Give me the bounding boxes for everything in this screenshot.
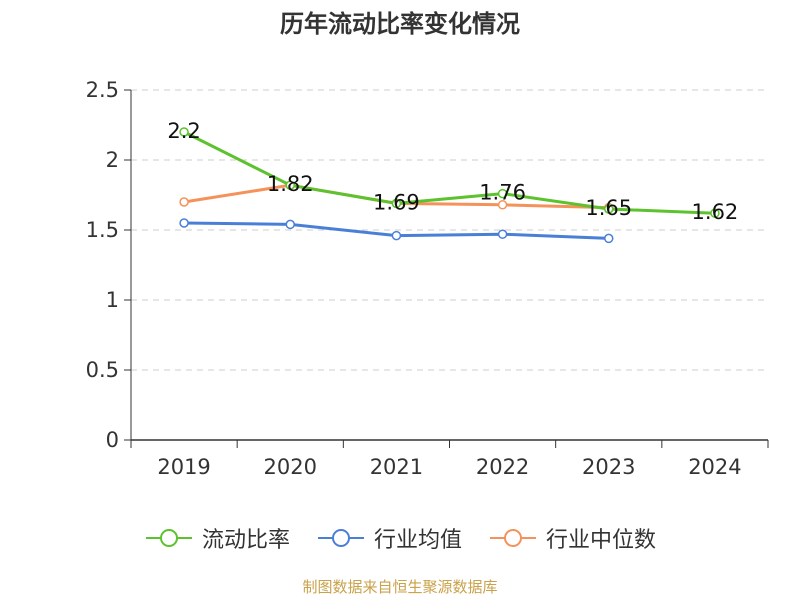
series-line-0 <box>183 130 715 215</box>
data-label: 1.82 <box>267 172 314 196</box>
data-point-0 <box>497 188 508 199</box>
data-point-0 <box>710 208 720 218</box>
data-point-1 <box>497 229 508 239</box>
legend-item-industry-average[interactable]: 行业均值 <box>316 522 462 554</box>
data-source-note: 制图数据来自恒生聚源数据库 <box>302 578 498 596</box>
x-tick-label: 2019 <box>157 455 210 479</box>
x-tick-label: 2021 <box>370 455 423 479</box>
data-point-1 <box>285 219 295 230</box>
data-point-2 <box>497 200 508 210</box>
legend-label-current-ratio: 流动比率 <box>201 528 290 553</box>
legend-swatch-marker <box>331 529 350 547</box>
legend-item-industry-median[interactable]: 行业中位数 <box>488 522 656 554</box>
x-tick-label: 2020 <box>264 455 317 479</box>
data-point-1 <box>604 233 614 244</box>
legend-swatch-industry-average <box>317 529 364 547</box>
y-tick-label: 2 <box>106 148 119 172</box>
y-tick-label: 0.5 <box>86 358 119 382</box>
legend: 流动比率 行业均值 行业中位数 <box>0 518 800 558</box>
y-tick-label: 1 <box>106 288 119 312</box>
y-tick-label: 1.5 <box>86 218 119 242</box>
line-chart: 0 0.5 1 1.5 2 2.5 2019 2020 2021 2022 2023 2024 2.2 1… <box>86 78 769 479</box>
data-point-0 <box>179 127 189 137</box>
legend-swatch-current-ratio <box>145 529 192 547</box>
data-label: 1.62 <box>692 200 739 224</box>
data-label: 1.69 <box>373 190 420 214</box>
legend-label-industry-median: 行业中位数 <box>546 528 657 553</box>
data-label: 1.65 <box>585 196 632 220</box>
y-tick-label: 2.5 <box>86 78 119 102</box>
legend-swatch-marker <box>159 529 178 547</box>
legend-label-industry-average: 行业均值 <box>373 528 462 553</box>
x-tick-label: 2024 <box>688 455 741 479</box>
data-point-1 <box>179 218 189 228</box>
data-point-2 <box>179 197 189 207</box>
data-point-1 <box>391 230 402 241</box>
x-tick-label: 2023 <box>582 455 635 479</box>
legend-swatch-marker <box>504 529 522 547</box>
legend-item-current-ratio[interactable]: 流动比率 <box>144 522 290 554</box>
chart-title: 历年流动比率变化情况 <box>280 10 520 38</box>
data-label: 1.76 <box>479 181 526 205</box>
data-label: 2.2 <box>167 119 200 143</box>
data-point-0 <box>285 180 295 190</box>
data-point-0 <box>391 198 402 209</box>
x-tick-label: 2022 <box>476 455 529 479</box>
y-tick-label: 0 <box>106 428 119 452</box>
legend-swatch-industry-median <box>490 529 536 547</box>
data-point-0 <box>604 204 614 214</box>
